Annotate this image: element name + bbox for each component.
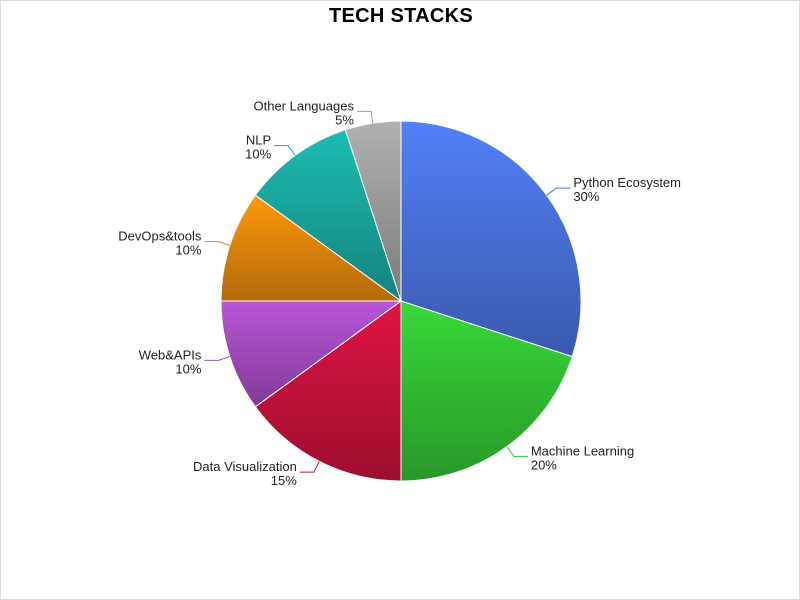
leader-line-data-visualization [299, 461, 320, 473]
leader-line-web-apis [204, 356, 230, 361]
pie-slices [220, 120, 582, 482]
chart-title: TECH STACKS [328, 5, 474, 27]
pie-slice-other-languages [344, 120, 402, 302]
slice-percent-machine-learning: 20% [531, 457, 557, 472]
slice-name-other-languages: Other Languages [253, 98, 354, 113]
pie-slice-python-ecosystem [400, 120, 582, 358]
pie-slice-devops-tools [220, 194, 403, 302]
slice-percent-other-languages: 5% [335, 112, 354, 127]
leader-line-devops-tools [204, 241, 230, 246]
slice-name-devops-tools: DevOps&tools [118, 229, 202, 244]
pie-slice-data-visualization [254, 300, 402, 482]
leader-line-nlp [274, 145, 296, 156]
leader-line-python-ecosystem [546, 187, 571, 196]
slice-percent-nlp: 10% [245, 147, 271, 162]
pie-slice-web-apis [220, 300, 403, 408]
slice-name-machine-learning: Machine Learning [531, 443, 634, 458]
pie-slice-machine-learning [400, 300, 573, 482]
slice-name-web-apis: Web&APIs [139, 347, 202, 362]
slice-percent-devops-tools: 10% [175, 243, 201, 258]
leader-line-other-languages [356, 110, 374, 124]
slice-percent-web-apis: 10% [175, 361, 201, 376]
slice-name-python-ecosystem: Python Ecosystem [573, 175, 681, 190]
slice-name-nlp: NLP [246, 133, 271, 148]
slice-percent-python-ecosystem: 30% [573, 189, 599, 204]
slice-percent-data-visualization: 15% [271, 473, 297, 488]
pie-slice-nlp [254, 129, 402, 303]
leader-line-machine-learning [506, 446, 528, 457]
slice-name-data-visualization: Data Visualization [193, 459, 297, 474]
